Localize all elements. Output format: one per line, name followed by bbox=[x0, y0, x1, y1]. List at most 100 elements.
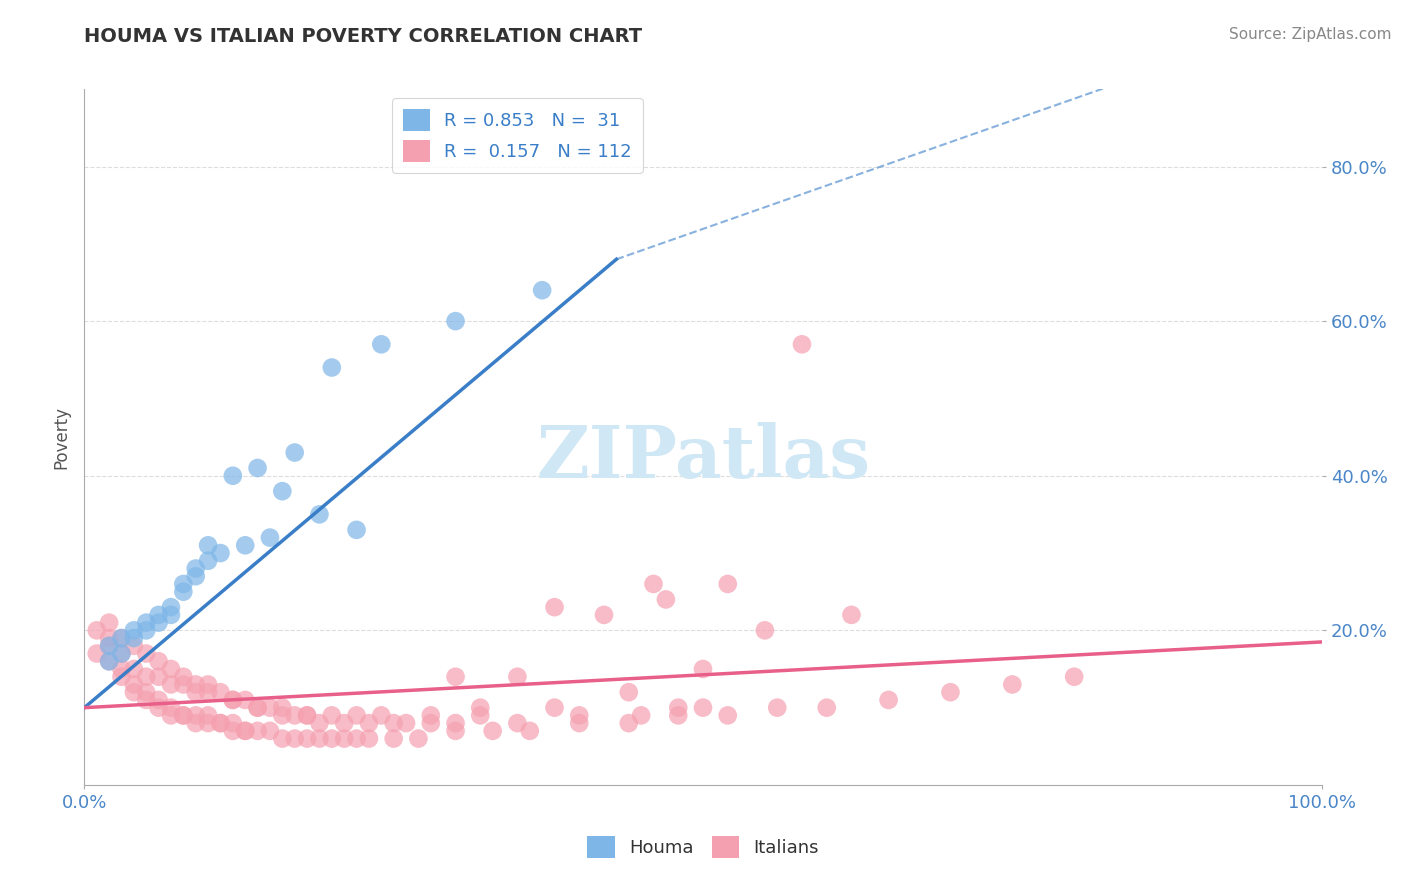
Point bbox=[295, 731, 318, 746]
Point bbox=[233, 723, 256, 738]
Point bbox=[135, 624, 157, 638]
Point bbox=[246, 461, 269, 475]
Point bbox=[160, 677, 183, 691]
Point bbox=[110, 670, 132, 684]
Point bbox=[184, 569, 207, 583]
Point bbox=[160, 708, 183, 723]
Point bbox=[172, 584, 194, 599]
Point bbox=[86, 647, 108, 661]
Point bbox=[148, 615, 170, 630]
Point bbox=[160, 700, 183, 714]
Point bbox=[666, 700, 689, 714]
Point bbox=[122, 624, 145, 638]
Point bbox=[444, 314, 467, 328]
Point bbox=[308, 731, 330, 746]
Point bbox=[122, 677, 145, 691]
Point bbox=[271, 731, 294, 746]
Point bbox=[197, 708, 219, 723]
Point bbox=[135, 685, 157, 699]
Point bbox=[160, 607, 183, 622]
Point bbox=[308, 716, 330, 731]
Point bbox=[222, 693, 245, 707]
Point bbox=[754, 624, 776, 638]
Point bbox=[630, 708, 652, 723]
Point bbox=[184, 716, 207, 731]
Point bbox=[197, 554, 219, 568]
Point bbox=[717, 708, 740, 723]
Point bbox=[98, 654, 121, 668]
Legend: Houma, Italians: Houma, Italians bbox=[581, 830, 825, 865]
Point bbox=[135, 647, 157, 661]
Point bbox=[382, 716, 405, 731]
Point bbox=[295, 708, 318, 723]
Point bbox=[246, 700, 269, 714]
Point bbox=[692, 700, 714, 714]
Point bbox=[271, 484, 294, 499]
Point bbox=[233, 538, 256, 552]
Point bbox=[222, 723, 245, 738]
Point bbox=[284, 708, 307, 723]
Point bbox=[122, 639, 145, 653]
Point bbox=[160, 600, 183, 615]
Point bbox=[148, 700, 170, 714]
Point bbox=[295, 708, 318, 723]
Point bbox=[506, 716, 529, 731]
Point bbox=[370, 337, 392, 351]
Point bbox=[444, 716, 467, 731]
Point bbox=[357, 716, 380, 731]
Point bbox=[543, 700, 565, 714]
Point bbox=[135, 693, 157, 707]
Point bbox=[346, 708, 368, 723]
Point bbox=[470, 708, 492, 723]
Point bbox=[184, 561, 207, 575]
Point bbox=[717, 577, 740, 591]
Point bbox=[617, 716, 640, 731]
Point bbox=[233, 723, 256, 738]
Point bbox=[790, 337, 813, 351]
Point bbox=[321, 360, 343, 375]
Point bbox=[643, 577, 665, 591]
Point bbox=[172, 708, 194, 723]
Point bbox=[110, 631, 132, 645]
Point bbox=[481, 723, 503, 738]
Point bbox=[122, 662, 145, 676]
Point bbox=[308, 508, 330, 522]
Point bbox=[939, 685, 962, 699]
Point bbox=[246, 700, 269, 714]
Point bbox=[444, 670, 467, 684]
Point bbox=[148, 693, 170, 707]
Point bbox=[184, 677, 207, 691]
Point bbox=[172, 677, 194, 691]
Point bbox=[321, 731, 343, 746]
Text: HOUMA VS ITALIAN POVERTY CORRELATION CHART: HOUMA VS ITALIAN POVERTY CORRELATION CHA… bbox=[84, 27, 643, 45]
Point bbox=[222, 468, 245, 483]
Point bbox=[519, 723, 541, 738]
Point bbox=[209, 716, 232, 731]
Point bbox=[160, 662, 183, 676]
Point bbox=[209, 546, 232, 560]
Point bbox=[543, 600, 565, 615]
Text: Source: ZipAtlas.com: Source: ZipAtlas.com bbox=[1229, 27, 1392, 42]
Point bbox=[122, 685, 145, 699]
Point bbox=[284, 731, 307, 746]
Point bbox=[395, 716, 418, 731]
Point bbox=[148, 607, 170, 622]
Point bbox=[346, 523, 368, 537]
Point bbox=[197, 685, 219, 699]
Point bbox=[766, 700, 789, 714]
Point bbox=[284, 445, 307, 459]
Point bbox=[259, 700, 281, 714]
Point bbox=[444, 723, 467, 738]
Point bbox=[197, 538, 219, 552]
Point bbox=[86, 624, 108, 638]
Point bbox=[1063, 670, 1085, 684]
Point bbox=[470, 700, 492, 714]
Point bbox=[110, 647, 132, 661]
Text: ZIPatlas: ZIPatlas bbox=[536, 423, 870, 493]
Point bbox=[98, 654, 121, 668]
Point bbox=[98, 615, 121, 630]
Point bbox=[222, 693, 245, 707]
Point bbox=[655, 592, 678, 607]
Point bbox=[233, 693, 256, 707]
Point bbox=[321, 708, 343, 723]
